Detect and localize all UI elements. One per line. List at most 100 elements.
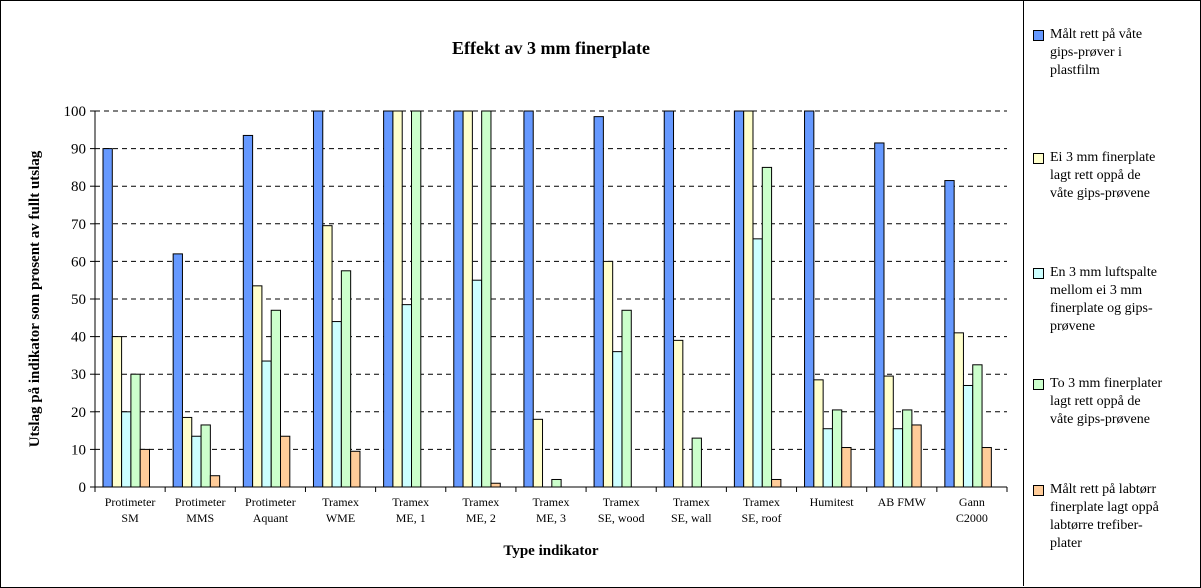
legend-label-line: Målt rett på våte — [1050, 27, 1143, 42]
bar — [972, 364, 983, 488]
bar — [181, 416, 193, 488]
bar — [200, 424, 211, 488]
x-tick-label-line: Tramex — [533, 495, 570, 509]
y-tick-label: 30 — [71, 367, 86, 383]
x-tick-label-line: ME, 1 — [396, 511, 426, 525]
legend-label-line: labtørre trefiber- — [1050, 518, 1143, 533]
legend-label: Målt rett på labtørr finerplate lagt oppå… — [1050, 481, 1200, 553]
x-tick-label-line: MMS — [186, 511, 214, 525]
bar — [962, 384, 974, 488]
legend-label-line: finerplate og gips- — [1050, 301, 1153, 316]
y-tick-label: 100 — [64, 104, 87, 120]
bar — [551, 478, 562, 488]
x-tick-label-line: SE, wood — [598, 511, 645, 525]
bar-chart: Effekt av 3 mm finerplate Type indikator… — [27, 38, 1008, 559]
bar — [462, 110, 473, 488]
x-tick-label: Protimeter MMS — [175, 495, 226, 525]
gridlines — [95, 110, 1007, 450]
bar — [944, 180, 955, 488]
x-tick-label-line: C2000 — [956, 511, 988, 525]
bar — [242, 134, 254, 488]
x-tick-label: Tramex ME, 3 — [533, 495, 570, 525]
bar — [401, 304, 413, 488]
bar — [813, 379, 824, 488]
legend-swatch — [1033, 153, 1044, 164]
x-tick-label-line: Tramex — [392, 495, 429, 509]
legend-label-line: lagt rett oppå de — [1050, 394, 1141, 409]
x-tick-label-line: Gann — [959, 495, 985, 509]
x-tick-label-line: Protimeter — [245, 495, 296, 509]
y-tick-label: 10 — [71, 442, 86, 458]
bar — [902, 409, 913, 488]
legend-label-line: Målt rett på labtørr — [1050, 482, 1157, 497]
x-tick-label-line: SE, roof — [741, 511, 781, 525]
x-tick-label-line: Protimeter — [105, 495, 156, 509]
y-tick-label: 50 — [71, 292, 86, 308]
legend-label-line: lagt rett oppå de — [1050, 168, 1141, 183]
legend-label: Ei 3 mm finerplate lagt rett oppå de våte … — [1050, 149, 1200, 203]
x-tick-label: Tramex SE, roof — [741, 495, 781, 525]
x-tick-label-line: Tramex — [673, 495, 710, 509]
bars — [102, 110, 992, 488]
legend-label: To 3 mm finerplater lagt rett oppå de våte… — [1050, 375, 1200, 429]
bar — [392, 110, 403, 488]
bar — [911, 424, 922, 488]
bar — [523, 110, 534, 488]
bar — [481, 110, 492, 488]
bar — [733, 110, 745, 488]
x-tick-label: Gann C2000 — [956, 495, 988, 525]
legend-label-line: gips-prøver i — [1050, 45, 1122, 60]
legend-label-line: Ei 3 mm finerplate — [1050, 150, 1156, 165]
x-tick-label: Tramex SE, wall — [671, 495, 712, 525]
legend-swatch — [1033, 30, 1044, 41]
x-tick-label-line: SM — [121, 511, 139, 525]
legend-label-line: mellom ei 3 mm — [1050, 283, 1143, 298]
y-tick-label: 0 — [79, 480, 87, 496]
legend-swatch — [1033, 379, 1044, 390]
bar — [111, 336, 123, 488]
bar — [130, 373, 141, 488]
bar — [270, 309, 282, 488]
x-tick-label: Tramex SE, wood — [598, 495, 645, 525]
bar — [172, 253, 183, 488]
plot-panel — [1023, 0, 1024, 586]
legend-label: En 3 mm luftspalte mellom ei 3 mm finerpla… — [1050, 264, 1200, 336]
y-tick-label: 70 — [71, 217, 86, 233]
y-tick-label: 40 — [71, 330, 86, 346]
bar — [874, 142, 885, 488]
x-tick-label-line: Tramex — [462, 495, 499, 509]
x-axis-label: Type indikator — [503, 543, 598, 559]
bar — [822, 428, 833, 488]
bar — [593, 116, 604, 488]
x-tick-label-line: WME — [326, 511, 355, 525]
bar — [280, 435, 291, 488]
bar — [981, 447, 992, 488]
x-tick-label-line: AB FMW — [878, 495, 927, 509]
bar — [612, 351, 623, 488]
bar — [209, 475, 221, 488]
bar — [340, 270, 352, 488]
x-tick-label-line: ME, 2 — [466, 511, 496, 525]
x-tick-label-line: SE, wall — [671, 511, 712, 525]
bar — [191, 435, 202, 488]
bar — [602, 260, 614, 488]
bar — [663, 110, 675, 488]
legend-label: Målt rett på våte gips-prøver i plastfilm — [1050, 26, 1200, 80]
x-tick-label: Protimeter SM — [105, 495, 156, 525]
x-tick-label: AB FMW — [878, 495, 927, 509]
legend-label-line: To 3 mm finerplater — [1050, 376, 1163, 391]
legend-label-line: plastfilm — [1050, 63, 1100, 78]
bar — [883, 375, 894, 488]
bar — [804, 110, 815, 488]
bar — [121, 411, 132, 488]
bar — [771, 478, 782, 488]
bar — [471, 279, 483, 488]
bar — [383, 110, 394, 488]
x-tick-label-line: Humitest — [810, 495, 855, 509]
legend-swatch — [1033, 485, 1044, 496]
legend-label-line: våte gips-prøvene — [1050, 412, 1150, 427]
bar — [139, 448, 150, 488]
bar — [102, 148, 113, 488]
legend-label-line: finerplate lagt oppå — [1050, 500, 1159, 515]
y-tick-label: 90 — [71, 142, 86, 158]
